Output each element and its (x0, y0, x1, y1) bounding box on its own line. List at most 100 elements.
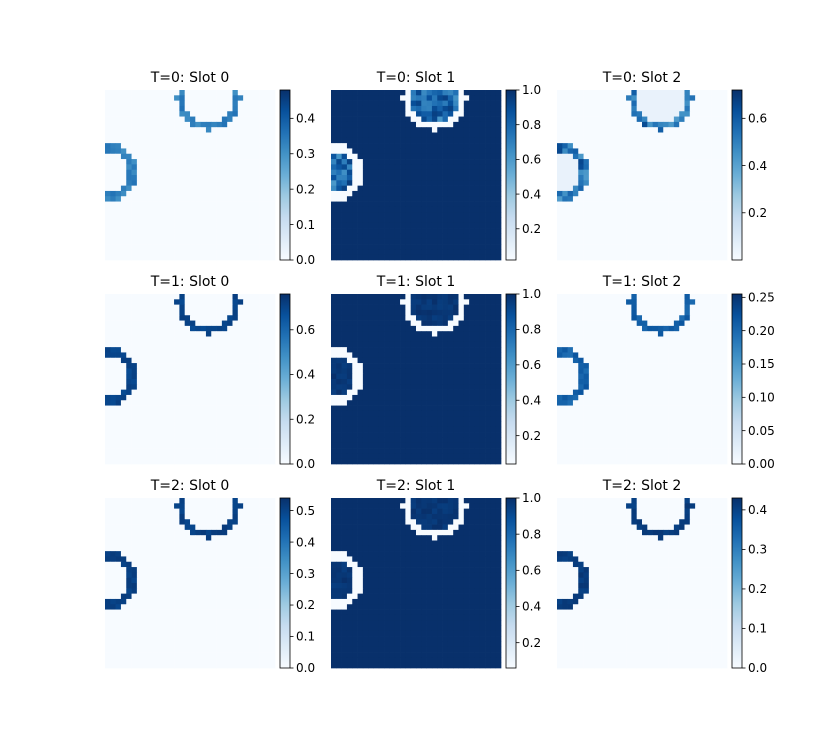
heatmap-cell (689, 159, 696, 165)
heatmap-cell (421, 238, 427, 245)
heatmap-cell (389, 169, 396, 176)
heatmap-cell (426, 238, 433, 245)
heatmap-cell (142, 368, 148, 375)
heatmap-cell (163, 201, 170, 208)
heatmap-cell (620, 254, 627, 261)
heatmap-cell (384, 336, 390, 343)
heatmap-cell (599, 201, 606, 208)
heatmap-cell (221, 357, 228, 364)
heatmap-cell (373, 116, 380, 123)
heatmap-cell (221, 185, 228, 192)
heatmap-cell (152, 153, 159, 160)
heatmap-cell (158, 254, 164, 261)
heatmap-cell (588, 254, 595, 261)
heatmap-cell (195, 196, 201, 202)
heatmap-cell (384, 405, 390, 412)
heatmap-cell (110, 384, 116, 390)
heatmap-cell (426, 410, 433, 417)
heatmap-cell (131, 315, 138, 321)
heatmap-cell (221, 249, 228, 256)
heatmap-cell (684, 254, 691, 261)
heatmap-cell (463, 105, 470, 112)
heatmap-cell (346, 254, 353, 261)
heatmap-cell (147, 185, 154, 192)
heatmap-cell (158, 212, 164, 218)
heatmap-cell (368, 148, 374, 155)
heatmap-cell (211, 400, 217, 406)
heatmap-cell (495, 180, 502, 186)
heatmap-cell (588, 95, 595, 101)
heatmap-cell (657, 185, 664, 192)
heatmap-cell (578, 100, 584, 107)
heatmap-cell (668, 153, 675, 160)
heatmap-cell (631, 159, 638, 165)
heatmap-cell (453, 368, 459, 375)
heatmap-cell (221, 410, 228, 417)
heatmap-cell (184, 153, 191, 160)
heatmap-cell (331, 294, 337, 300)
colorbar-tick-label: 0.3 (296, 147, 315, 161)
heatmap-cell (705, 137, 712, 144)
heatmap-cell (195, 254, 201, 261)
heatmap-cell (264, 347, 271, 353)
heatmap-cell (716, 206, 723, 213)
heatmap-cell (469, 416, 475, 422)
heatmap-cell (373, 341, 380, 348)
heatmap-cell (110, 175, 116, 181)
heatmap-cell (147, 315, 154, 321)
heatmap-cell (394, 421, 401, 428)
heatmap-cell (195, 331, 201, 337)
heatmap-cell (495, 410, 502, 417)
heatmap-cell (152, 228, 159, 234)
heatmap-cell (136, 143, 143, 149)
heatmap-cell (346, 137, 353, 144)
heatmap-cell (442, 357, 449, 364)
heatmap-cell (711, 137, 717, 144)
heatmap-cell (190, 384, 196, 390)
heatmap-cell (120, 432, 127, 438)
heatmap-cell (232, 105, 239, 112)
heatmap-cell (168, 347, 175, 353)
heatmap-cell (485, 137, 491, 144)
heatmap-cell (142, 437, 148, 444)
heatmap-cell (373, 347, 380, 353)
heatmap-cell (221, 453, 228, 460)
heatmap-cell (237, 153, 244, 160)
heatmap-cell (336, 249, 342, 256)
heatmap-cell (453, 153, 459, 160)
heatmap-cell (105, 294, 111, 300)
heatmap-cell (368, 373, 374, 380)
heatmap-cell (458, 212, 465, 218)
heatmap-cell (184, 294, 191, 300)
heatmap-cell (179, 201, 186, 208)
heatmap-cell (221, 111, 228, 117)
heatmap-cell (357, 249, 364, 256)
heatmap-panel: T=1: Slot 00.00.20.40.6 (105, 274, 315, 471)
heatmap-cell (368, 336, 374, 343)
heatmap-cell (232, 95, 239, 101)
heatmap-cell (384, 373, 390, 380)
heatmap-cell (416, 299, 422, 305)
heatmap-cell (115, 384, 122, 390)
heatmap-cell (195, 432, 201, 438)
heatmap-cell (416, 421, 422, 428)
heatmap-cell (458, 95, 465, 101)
heatmap-cell (700, 164, 707, 171)
heatmap-cell (227, 95, 233, 101)
heatmap-cell (668, 244, 675, 250)
heatmap-cell (259, 206, 265, 213)
heatmap-cell (331, 325, 337, 332)
heatmap-cell (378, 196, 385, 202)
heatmap-cell (195, 421, 201, 428)
heatmap-cell (557, 196, 563, 202)
heatmap-cell (259, 169, 265, 176)
heatmap-cell (711, 233, 717, 240)
heatmap-cell (190, 453, 196, 460)
heatmap-cell (373, 185, 380, 192)
heatmap-cell (437, 254, 443, 261)
heatmap-cell (105, 331, 111, 337)
heatmap-cell (394, 121, 401, 128)
heatmap-cell (405, 169, 412, 176)
heatmap-cell (405, 410, 412, 417)
heatmap-cell (657, 233, 664, 240)
